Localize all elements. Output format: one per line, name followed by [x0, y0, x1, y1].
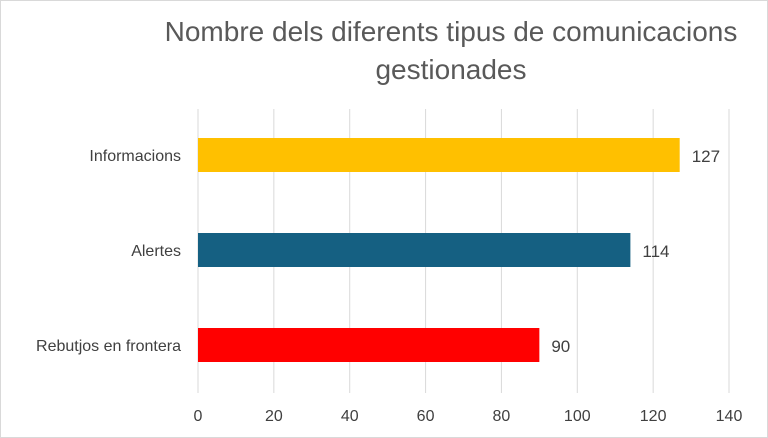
- x-tick-label: 40: [341, 408, 359, 425]
- bar: [198, 233, 631, 267]
- x-tick-label: 60: [417, 408, 435, 425]
- x-tick-label: 20: [265, 408, 283, 425]
- bar: [198, 138, 680, 172]
- x-tick-label: 0: [194, 408, 203, 425]
- chart-title: Nombre dels diferents tipus de comunicac…: [164, 16, 738, 85]
- category-label: Rebutjos en frontera: [36, 338, 181, 355]
- x-tick-label: 100: [564, 408, 591, 425]
- category-label: Informacions: [89, 148, 181, 165]
- x-tick-label: 140: [716, 408, 743, 425]
- x-tick-label: 120: [640, 408, 667, 425]
- data-label: 127: [692, 147, 720, 166]
- data-label: 114: [642, 242, 669, 261]
- category-label: Alertes: [131, 243, 181, 260]
- bar: [198, 328, 540, 362]
- data-label: 90: [551, 337, 570, 356]
- x-tick-label: 80: [493, 408, 511, 425]
